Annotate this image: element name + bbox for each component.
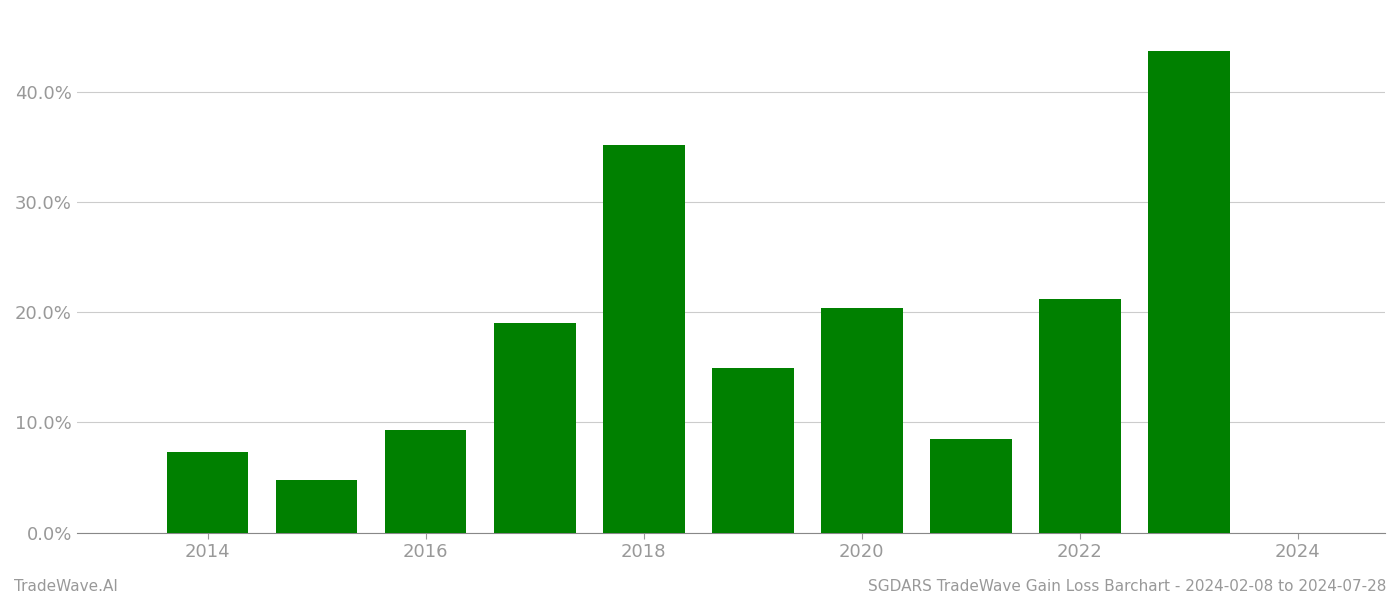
Text: TradeWave.AI: TradeWave.AI [14, 579, 118, 594]
Bar [1148, 52, 1229, 533]
Bar [494, 323, 575, 533]
Bar [385, 430, 466, 533]
Bar [167, 452, 248, 533]
Bar [603, 145, 685, 533]
Bar [276, 480, 357, 533]
Bar [1039, 299, 1120, 533]
Text: SGDARS TradeWave Gain Loss Barchart - 2024-02-08 to 2024-07-28: SGDARS TradeWave Gain Loss Barchart - 20… [868, 579, 1386, 594]
Bar [820, 308, 903, 533]
Bar [711, 368, 794, 533]
Bar [930, 439, 1012, 533]
